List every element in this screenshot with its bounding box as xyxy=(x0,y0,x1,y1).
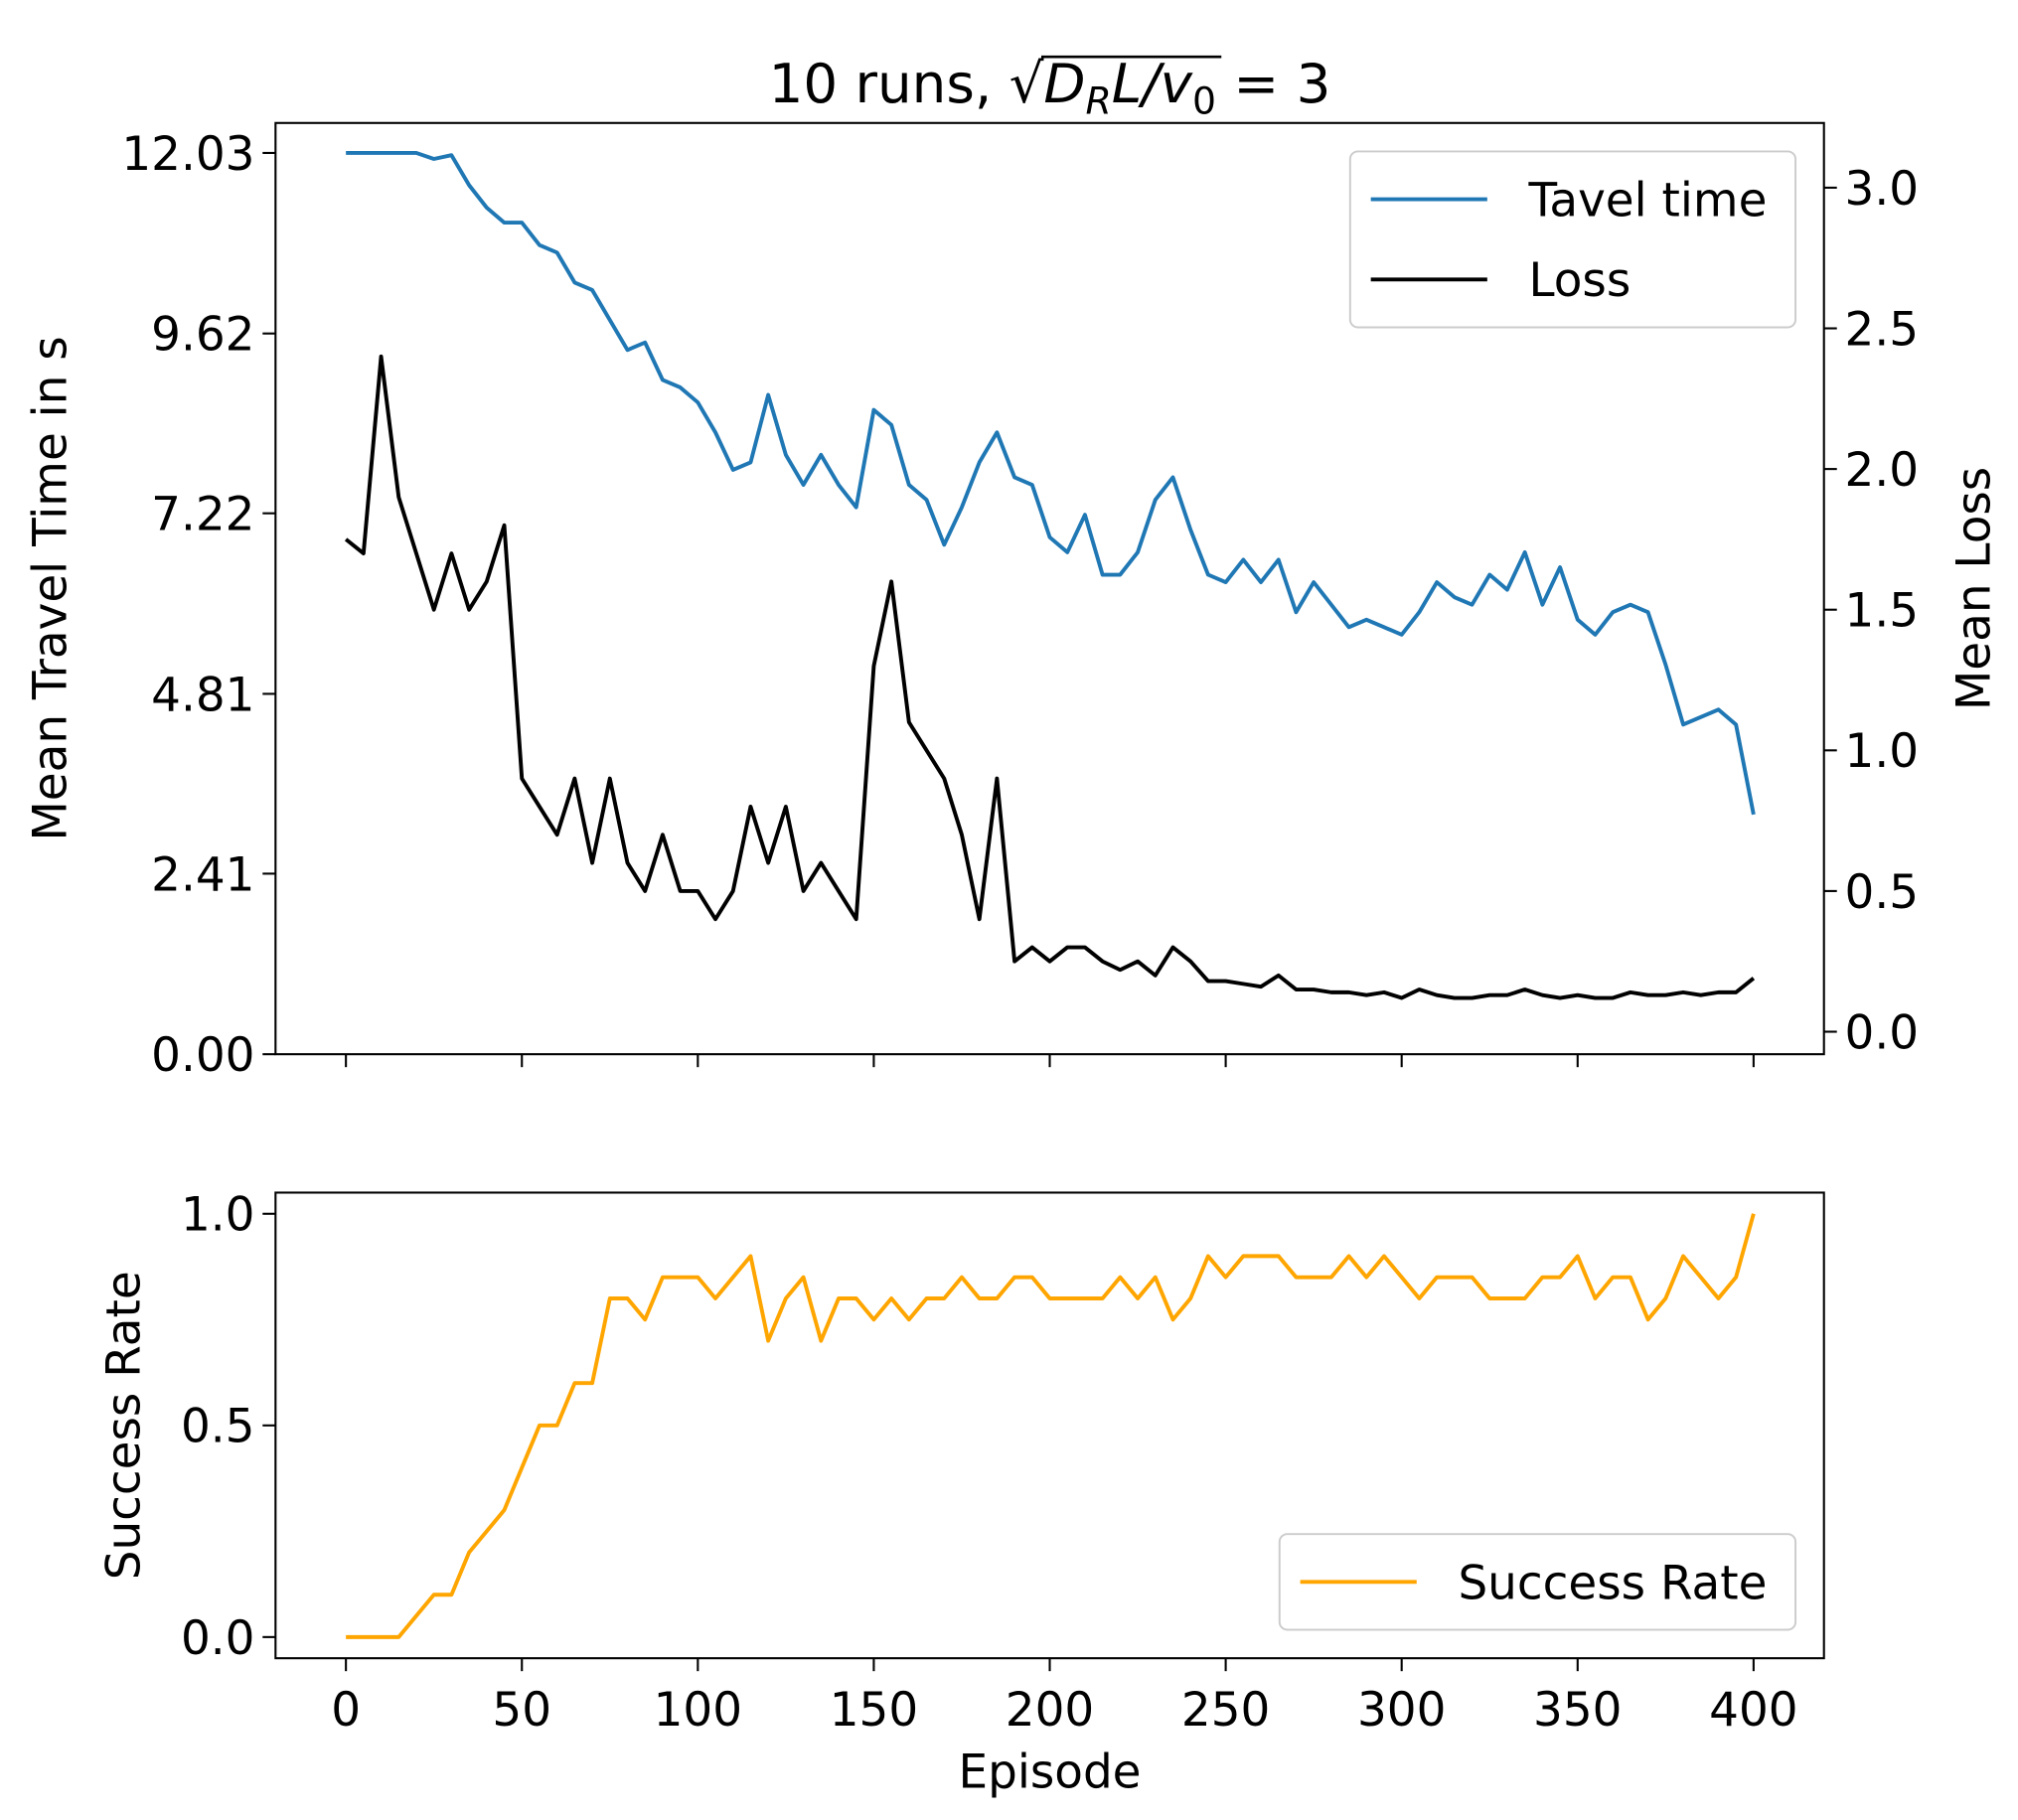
axes-frame xyxy=(274,121,1825,1056)
y2-axis-label: Mean Loss xyxy=(1947,467,2001,710)
y-tick-label: 0.00 xyxy=(151,1029,254,1083)
legend-label: Loss xyxy=(1528,254,1630,308)
x-tick-label: 250 xyxy=(1181,1684,1270,1738)
legend-label: Tavel time xyxy=(1527,175,1767,228)
legend: Tavel time Loss xyxy=(1348,150,1797,329)
x-tick-label: 150 xyxy=(830,1684,918,1738)
title-part: √ xyxy=(1009,52,1044,115)
x-tick-label: 300 xyxy=(1357,1684,1446,1738)
x-tick-label: 100 xyxy=(654,1684,742,1738)
title-part: D xyxy=(1043,52,1085,115)
y2-tick-label: 3.0 xyxy=(1845,163,1920,217)
legend: Success Rate xyxy=(1278,1533,1797,1631)
title-part: L/v xyxy=(1112,52,1194,115)
y-axis-label: Success Rate xyxy=(98,1271,152,1580)
y2-tick-label: 1.5 xyxy=(1845,585,1920,639)
title-part: 0 xyxy=(1192,79,1216,123)
x-tick-label: 350 xyxy=(1533,1684,1622,1738)
title-part: R xyxy=(1086,79,1112,123)
x-tick-label: 50 xyxy=(492,1684,551,1738)
series-line xyxy=(346,150,1756,816)
x-axis-label: Episode xyxy=(958,1745,1141,1799)
legend-frame xyxy=(1348,150,1797,329)
x-tick-label: 0 xyxy=(331,1684,361,1738)
y-tick-label: 0.5 xyxy=(181,1401,255,1454)
y2-tick-label: 2.5 xyxy=(1845,303,1920,357)
y2-tick-label: 2.0 xyxy=(1845,444,1920,498)
series-line xyxy=(344,354,1756,1000)
y-tick-label: 2.41 xyxy=(151,848,254,902)
y2-tick-label: 0.5 xyxy=(1845,866,1920,920)
x-tick-label: 400 xyxy=(1709,1684,1797,1738)
y-tick-label: 4.81 xyxy=(151,669,254,722)
title-part: = 3 xyxy=(1216,52,1330,115)
axes-frame xyxy=(274,1191,1825,1660)
legend-label: Success Rate xyxy=(1458,1557,1767,1610)
y-tick-label: 9.62 xyxy=(151,309,254,363)
chart-title: 10 runs, √DRL/v0 = 3 xyxy=(769,52,1331,123)
y2-tick-label: 0.0 xyxy=(1845,1006,1920,1060)
y-tick-label: 7.22 xyxy=(151,489,254,542)
y-tick-label: 0.0 xyxy=(181,1612,255,1666)
y-tick-label: 12.03 xyxy=(121,128,254,182)
y-axis-label: Mean Travel Time in s xyxy=(24,336,78,840)
y2-tick-label: 1.0 xyxy=(1845,725,1920,779)
y-tick-label: 1.0 xyxy=(181,1189,255,1243)
legend-frame xyxy=(1278,1533,1797,1631)
x-tick-label: 200 xyxy=(1006,1684,1094,1738)
series-line xyxy=(346,1213,1756,1639)
title-part: 10 runs, xyxy=(769,52,1009,115)
